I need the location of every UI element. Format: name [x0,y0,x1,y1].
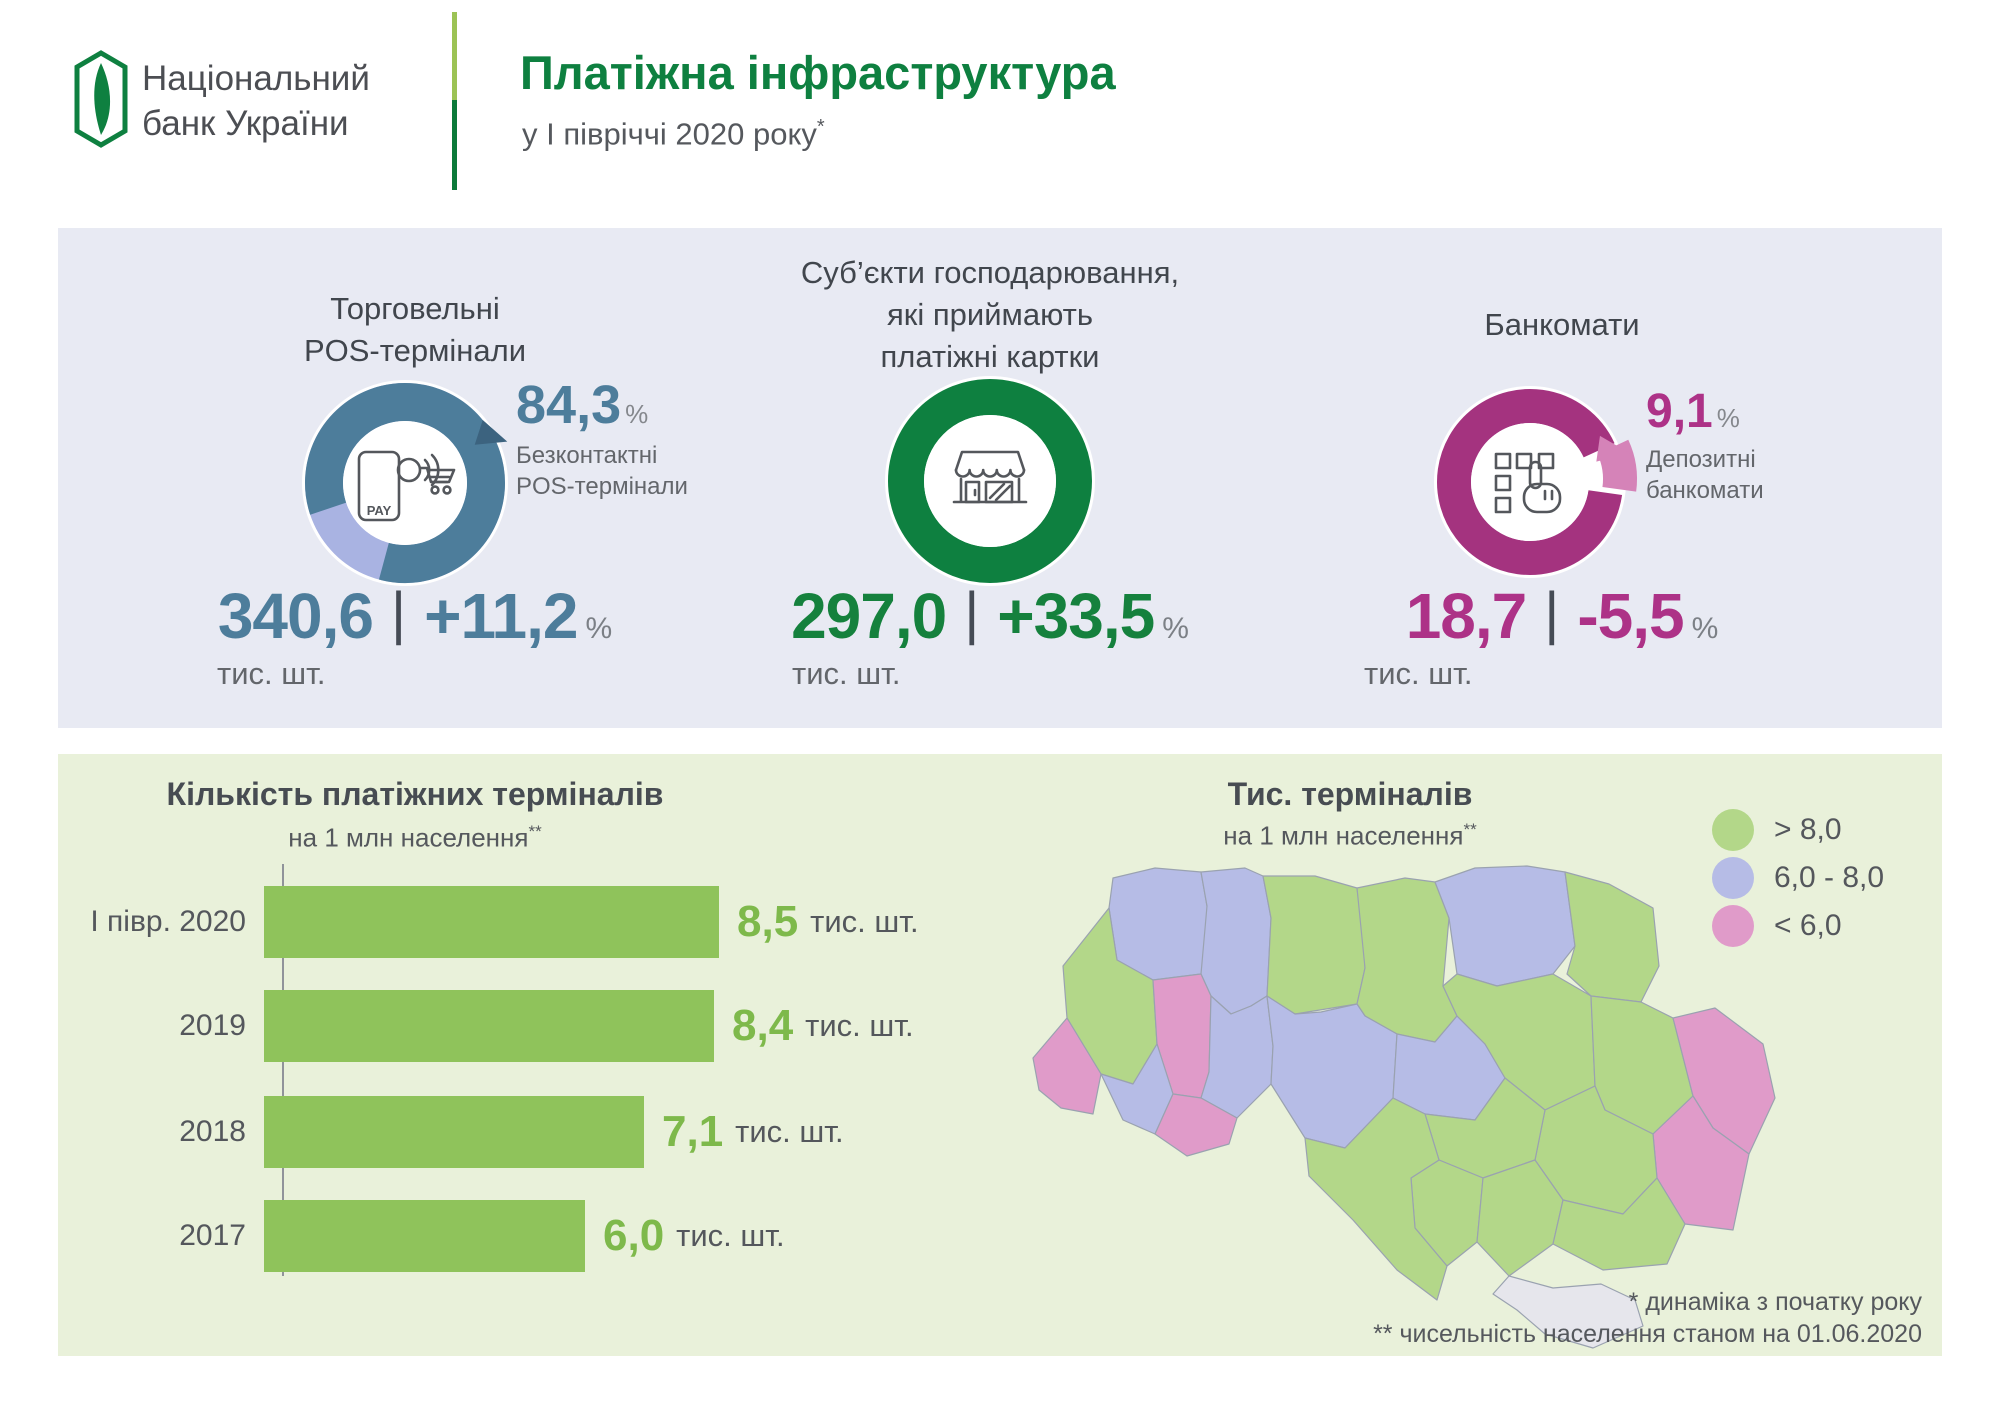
legend-item-mid: 6,0 - 8,0 [1712,856,1884,900]
merchants-kpi: 297,0 | +33,5 % тис. шт. [791,580,1189,691]
map-subtitle: на 1 млн населення** [1223,820,1477,851]
bar-row-2019: 2019 8,4 тис. шт. [88,990,914,1062]
atm-callout-label: Депозитні банкомати [1646,446,1764,504]
card-merchants-title: Суб’єкти господарювання, які приймають п… [800,255,1180,374]
pos-kpi: 340,6 | +11,2 % тис. шт. [217,580,613,691]
region-odesa [1304,1097,1448,1301]
pos-contactless-share: 84,3 [516,375,622,435]
nbu-logo-icon [74,50,128,153]
pos-delta: +11,2 [424,580,578,652]
footnote-population: ** чисельність населення станом на 01.06… [1373,1320,1922,1348]
atm-deposit-share: 9,1 [1646,385,1713,438]
page-subtitle-text: у І півріччі 2020 року [522,116,817,152]
pos-callout-label: Безконтактні POS-термінали [516,442,688,500]
bank-name-line2: банк України [142,104,349,143]
region-chernihiv [1434,865,1576,987]
bank-name: Національний банк України [142,56,370,146]
bar-chart-subtitle: на 1 млн населення** [288,822,542,853]
pos-total: 340,6 [217,580,374,652]
card-pos-title: Торговельні POS-термінали [303,291,527,368]
region-volyn [1108,867,1212,981]
page-subtitle: у І півріччі 2020 року* [522,116,825,152]
bar-row-2017: 2017 6,0 тис. шт. [88,1200,785,1272]
ukraine-map [1032,865,1776,1349]
contactless-payment-icon: PAY [357,450,456,522]
storefront-icon [952,450,1028,504]
legend-swatch-green [1712,809,1754,851]
merchants-delta: +33,5 [997,580,1155,652]
region-zakarpattia [1032,1017,1102,1115]
merchants-donut-chart [885,376,1095,586]
legend-item-low: < 6,0 [1712,904,1842,948]
bar-2018 [264,1096,644,1168]
bar-2020 [264,886,719,958]
bar-2019 [264,990,714,1062]
atm-delta: -5,5 [1577,580,1684,652]
region-sumy [1564,871,1660,1003]
region-khmelnytskyi [1200,995,1274,1119]
bar-row-2020: І півр. 2020 8,5 тис. шт. [88,886,919,958]
region-chernivtsi [1154,1093,1238,1157]
region-kyiv [1356,877,1458,1043]
merchants-total: 297,0 [791,580,947,652]
page-title: Платіжна інфраструктура [520,46,1116,99]
atm-kpi: 18,7 | -5,5 % тис. шт. [1364,580,1719,691]
bar-row-2018: 2018 7,1 тис. шт. [88,1096,844,1168]
atm-callout: 9,1% Депозитні банкомати [1646,385,1764,505]
region-zaporizhzhia [1552,1177,1686,1271]
atm-total: 18,7 [1405,580,1528,652]
map-title: Тис. терміналів [1227,776,1473,812]
pos-callout: 84,3% Безконтактні POS-термінали [516,375,688,500]
atm-unit: тис. шт. [1364,656,1473,691]
header-divider-top [452,12,457,100]
pos-donut-chart: PAY [302,380,508,586]
legend-swatch-pink [1712,905,1754,947]
merchants-unit: тис. шт. [792,656,901,691]
page-subtitle-mark: * [816,116,825,138]
card-atm-title: Банкомати [1484,307,1640,342]
footnote-dynamics: * динаміка з початку року [1628,1288,1922,1316]
bar-chart-title: Кількість платіжних терміналів [166,776,664,812]
bar-2017 [264,1200,585,1272]
region-rivne [1200,867,1272,1015]
header-divider-bottom [452,100,457,190]
bar-chart-axis [282,864,284,1276]
region-crimea [1492,1275,1644,1349]
atm-callout-arrow-icon [1596,435,1632,467]
atm-donut-chart [1434,386,1637,578]
svg-text:PAY: PAY [367,503,392,518]
bank-name-line1: Національний [142,59,370,98]
legend-swatch-blue [1712,857,1754,899]
legend-item-high: > 8,0 [1712,808,1842,852]
pos-unit: тис. шт. [217,656,326,691]
atm-keypad-icon [1494,452,1562,514]
region-zhytomyr [1262,875,1366,1015]
